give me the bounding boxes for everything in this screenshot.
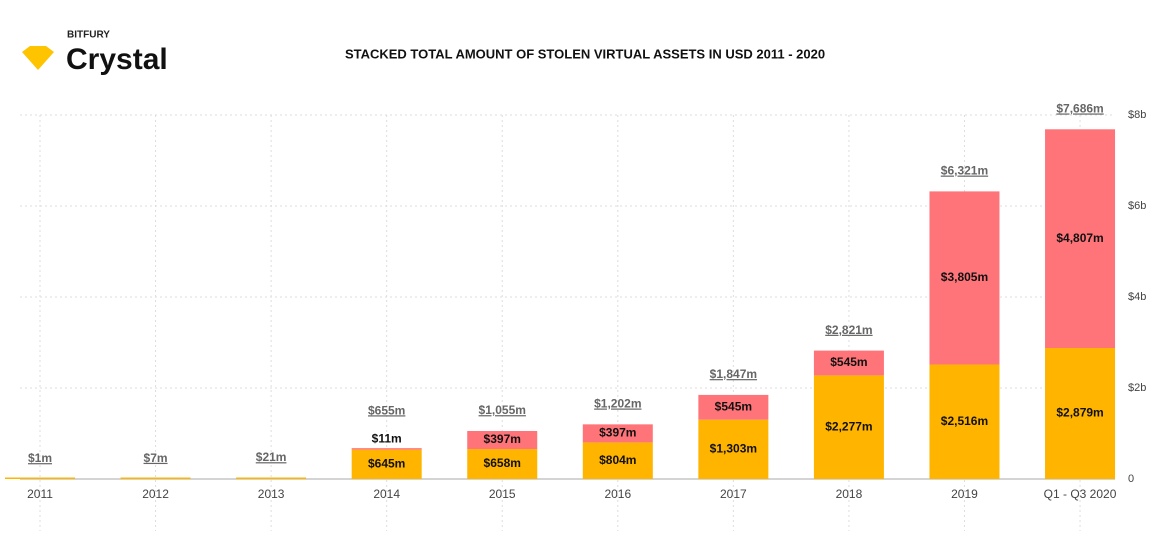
y-tick-label: $6b (1128, 200, 1146, 212)
total-label: $655m (368, 403, 405, 417)
y-tick-label: $2b (1128, 382, 1146, 394)
value-label: $2,879m (1056, 406, 1103, 420)
bar-segment (351, 449, 422, 479)
value-label: $3,805m (941, 270, 988, 284)
total-label: $1,055m (479, 403, 526, 417)
logo-icon (22, 46, 54, 70)
value-label: $545m (715, 399, 752, 413)
bar-segment (813, 350, 884, 376)
total-label: $1,847m (710, 367, 757, 381)
x-tick-label: 2018 (836, 487, 863, 501)
bar-segment (698, 394, 769, 420)
total-label: $7m (144, 451, 168, 465)
x-tick-label: 2011 (27, 487, 53, 501)
bar-segment (929, 364, 1000, 479)
bar-segment (582, 424, 653, 443)
chart-title: STACKED TOTAL AMOUNT OF STOLEN VIRTUAL A… (345, 46, 825, 61)
logo-name: Crystal (66, 43, 168, 76)
bar-segment (5, 477, 75, 479)
x-tick-label: Q1 - Q3 2020 (1044, 487, 1117, 501)
value-label: $645m (368, 456, 405, 470)
bar-segment (1045, 129, 1116, 349)
total-label: $1,202m (594, 397, 641, 411)
value-label: $2,516m (941, 414, 988, 428)
total-label: $7,686m (1056, 101, 1103, 115)
x-tick-label: 2019 (951, 487, 978, 501)
total-label: $6,321m (941, 164, 988, 178)
bar-segment (1045, 348, 1116, 479)
logo-brand: BITFURY (67, 30, 110, 41)
total-label: $21m (256, 450, 287, 464)
total-label: $1m (28, 451, 52, 465)
x-tick-label: 2014 (373, 487, 400, 501)
y-tick-label: 0 (1128, 473, 1134, 485)
bar-segment (467, 430, 538, 450)
y-tick-label: $8b (1128, 109, 1146, 121)
bar-segment (120, 477, 191, 479)
value-label: $397m (484, 432, 521, 446)
x-tick-label: 2015 (489, 487, 516, 501)
value-label: $397m (599, 426, 636, 440)
y-tick-label: $4b (1128, 291, 1146, 303)
value-label: $2,277m (825, 419, 872, 433)
value-label: $11m (372, 431, 402, 445)
bar-segment (698, 419, 769, 479)
bar-segment (582, 442, 653, 479)
value-label: $545m (830, 355, 867, 369)
x-tick-label: 2016 (604, 487, 631, 501)
x-tick-label: 2012 (142, 487, 169, 501)
bar-segment (351, 448, 422, 450)
value-label: $658m (484, 456, 521, 470)
bar-segment (236, 477, 307, 479)
bar-segment (929, 191, 1000, 365)
bar-segment (813, 375, 884, 479)
total-label: $2,821m (825, 323, 872, 337)
x-tick-label: 2013 (258, 487, 285, 501)
value-label: $804m (599, 453, 636, 467)
x-tick-label: 2017 (720, 487, 747, 501)
value-label: $4,807m (1056, 231, 1103, 245)
bar-segment (467, 449, 538, 479)
value-label: $1,303m (710, 442, 757, 456)
